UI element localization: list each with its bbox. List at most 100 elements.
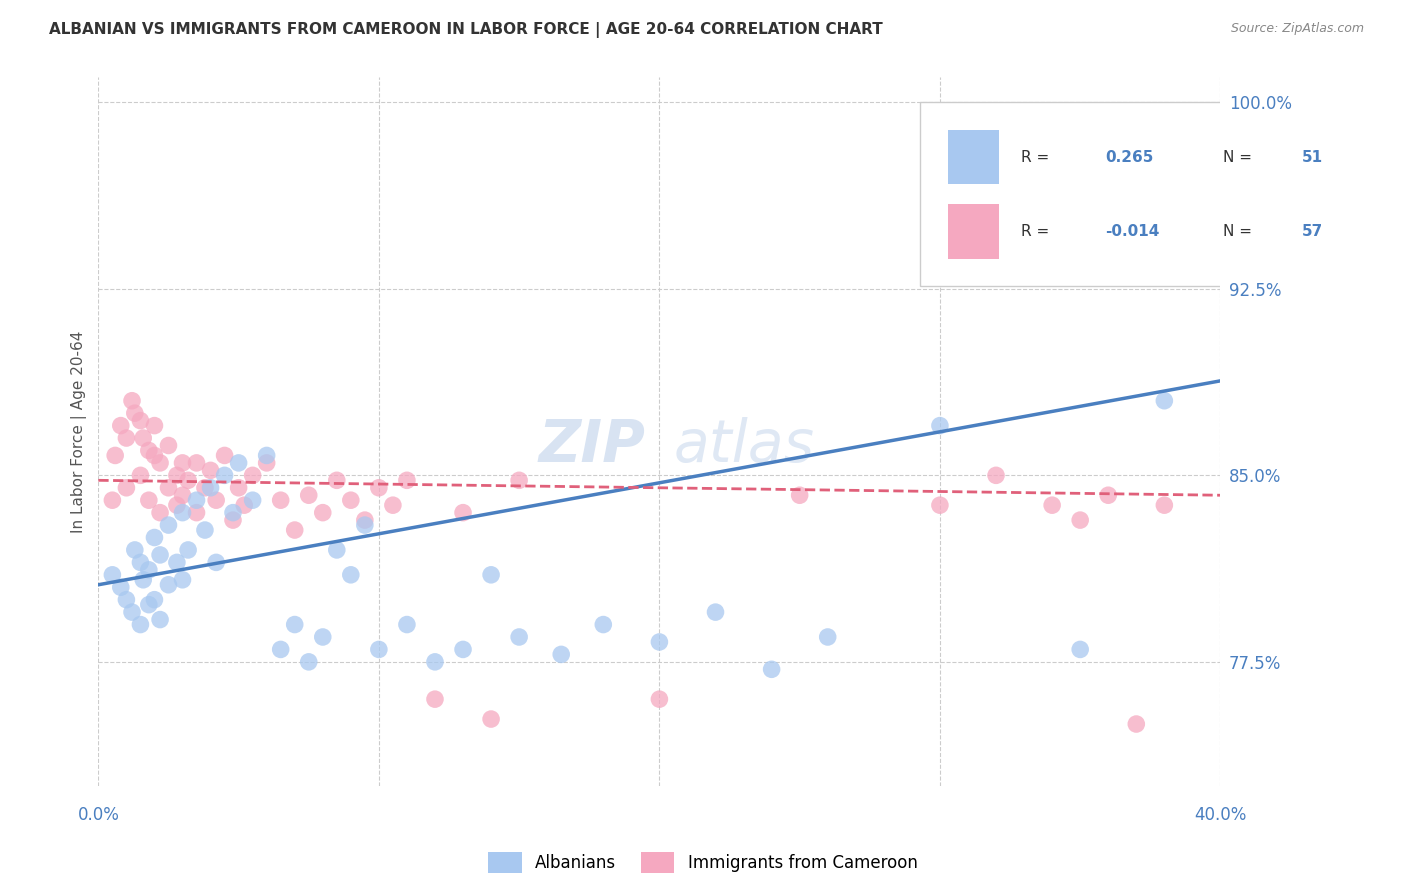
Text: 40.0%: 40.0% bbox=[1194, 806, 1247, 824]
Point bbox=[214, 468, 236, 483]
Point bbox=[138, 493, 160, 508]
Point bbox=[228, 456, 250, 470]
Point bbox=[1069, 513, 1091, 527]
Point bbox=[143, 418, 166, 433]
Point bbox=[149, 548, 172, 562]
Point bbox=[353, 513, 375, 527]
Point bbox=[166, 468, 188, 483]
Point bbox=[157, 438, 180, 452]
Point bbox=[451, 506, 474, 520]
Point bbox=[817, 630, 839, 644]
Point bbox=[177, 473, 200, 487]
Point bbox=[149, 613, 172, 627]
Point bbox=[704, 605, 727, 619]
Text: 57: 57 bbox=[1302, 224, 1323, 239]
Bar bbox=[948, 204, 998, 259]
Point bbox=[129, 617, 152, 632]
Y-axis label: In Labor Force | Age 20-64: In Labor Force | Age 20-64 bbox=[72, 331, 87, 533]
Point bbox=[1125, 717, 1147, 731]
Point bbox=[479, 712, 502, 726]
Point bbox=[222, 513, 245, 527]
Point bbox=[138, 563, 160, 577]
Point bbox=[648, 635, 671, 649]
Point bbox=[149, 506, 172, 520]
Point bbox=[648, 692, 671, 706]
Point bbox=[186, 506, 208, 520]
Point bbox=[312, 506, 335, 520]
Point bbox=[101, 567, 124, 582]
Point bbox=[508, 473, 530, 487]
Point bbox=[326, 543, 349, 558]
Point bbox=[157, 481, 180, 495]
Point bbox=[138, 598, 160, 612]
Point bbox=[423, 692, 446, 706]
Point bbox=[121, 393, 143, 408]
Point bbox=[284, 523, 307, 537]
Point bbox=[1069, 642, 1091, 657]
Point bbox=[200, 463, 222, 477]
Point bbox=[194, 523, 217, 537]
Point bbox=[984, 468, 1007, 483]
Point bbox=[270, 642, 292, 657]
Point bbox=[298, 655, 321, 669]
Point bbox=[381, 498, 404, 512]
Point bbox=[115, 592, 138, 607]
Point bbox=[172, 506, 194, 520]
Point bbox=[367, 642, 389, 657]
Text: 51: 51 bbox=[1302, 150, 1323, 164]
Point bbox=[761, 662, 783, 676]
Bar bbox=[948, 129, 998, 185]
Point bbox=[1153, 498, 1175, 512]
Point bbox=[1153, 393, 1175, 408]
Point bbox=[242, 493, 264, 508]
Point bbox=[395, 617, 418, 632]
Text: ALBANIAN VS IMMIGRANTS FROM CAMEROON IN LABOR FORCE | AGE 20-64 CORRELATION CHAR: ALBANIAN VS IMMIGRANTS FROM CAMEROON IN … bbox=[49, 22, 883, 38]
Point bbox=[149, 456, 172, 470]
Text: R =: R = bbox=[1021, 150, 1054, 164]
Point bbox=[270, 493, 292, 508]
Point bbox=[214, 449, 236, 463]
Point bbox=[326, 473, 349, 487]
Point bbox=[121, 605, 143, 619]
Point bbox=[129, 414, 152, 428]
Point bbox=[132, 431, 155, 445]
Point bbox=[508, 630, 530, 644]
Point bbox=[222, 506, 245, 520]
Text: 0.265: 0.265 bbox=[1105, 150, 1154, 164]
Point bbox=[115, 431, 138, 445]
Point bbox=[177, 543, 200, 558]
Text: Source: ZipAtlas.com: Source: ZipAtlas.com bbox=[1230, 22, 1364, 36]
Point bbox=[256, 456, 278, 470]
Point bbox=[550, 648, 572, 662]
Point bbox=[479, 567, 502, 582]
Point bbox=[1097, 488, 1119, 502]
Point bbox=[233, 498, 256, 512]
Point bbox=[298, 488, 321, 502]
Point bbox=[592, 617, 614, 632]
Text: 0.0%: 0.0% bbox=[77, 806, 120, 824]
Point bbox=[929, 498, 952, 512]
Point bbox=[129, 555, 152, 569]
Text: N =: N = bbox=[1223, 150, 1257, 164]
Text: ZIP: ZIP bbox=[538, 417, 645, 474]
Point bbox=[101, 493, 124, 508]
Point bbox=[1040, 498, 1063, 512]
Point bbox=[451, 642, 474, 657]
Point bbox=[205, 493, 228, 508]
Text: R =: R = bbox=[1021, 224, 1054, 239]
Point bbox=[200, 481, 222, 495]
Legend: Albanians, Immigrants from Cameroon: Albanians, Immigrants from Cameroon bbox=[482, 846, 924, 880]
Point bbox=[143, 449, 166, 463]
Point bbox=[242, 468, 264, 483]
Point bbox=[124, 543, 146, 558]
Point bbox=[353, 518, 375, 533]
Point bbox=[157, 578, 180, 592]
Point bbox=[104, 449, 127, 463]
Point bbox=[110, 580, 132, 594]
Point bbox=[172, 456, 194, 470]
Point bbox=[340, 567, 363, 582]
Point bbox=[186, 493, 208, 508]
Point bbox=[166, 555, 188, 569]
Point bbox=[138, 443, 160, 458]
Point bbox=[143, 531, 166, 545]
